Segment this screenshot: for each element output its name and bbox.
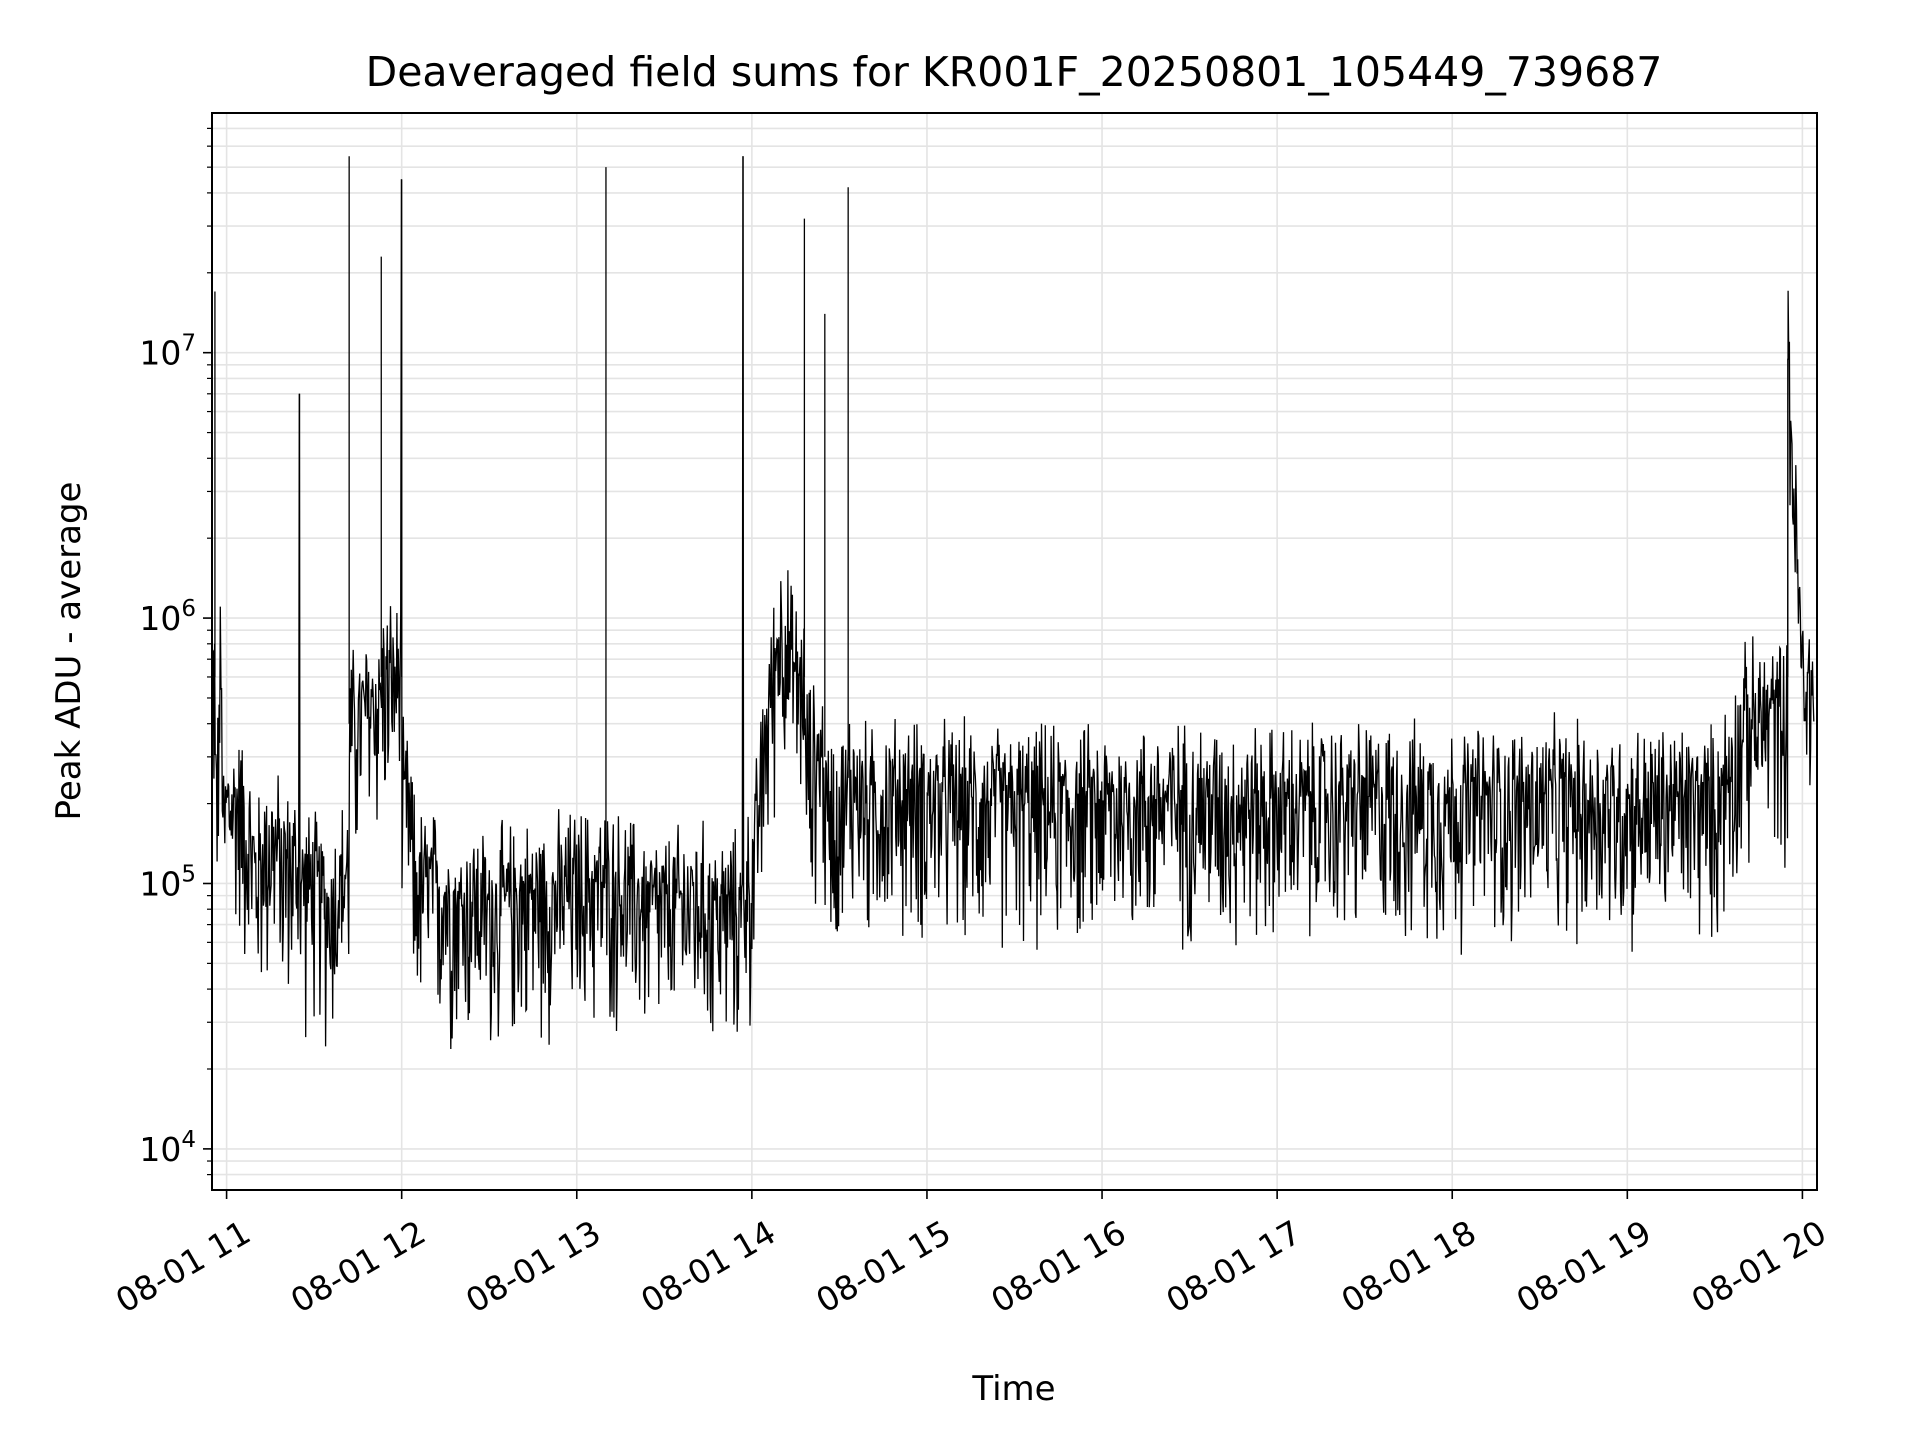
series-layer bbox=[211, 156, 1815, 1050]
y-tick-label: 107 bbox=[139, 331, 196, 373]
y-axis: 104 105 106 107 bbox=[139, 127, 212, 1176]
plot-frame bbox=[211, 112, 1818, 1191]
y-tick-label: 104 bbox=[139, 1127, 196, 1169]
chart-title: Deaveraged field sums for KR001F_2025080… bbox=[366, 48, 1663, 96]
y-tick-label: 105 bbox=[139, 861, 196, 903]
x-axis-title: Time bbox=[971, 1369, 1055, 1409]
series-line bbox=[211, 156, 1815, 1050]
y-axis-title: Peak ADU - average bbox=[49, 482, 89, 821]
y-tick-label: 106 bbox=[139, 596, 196, 638]
